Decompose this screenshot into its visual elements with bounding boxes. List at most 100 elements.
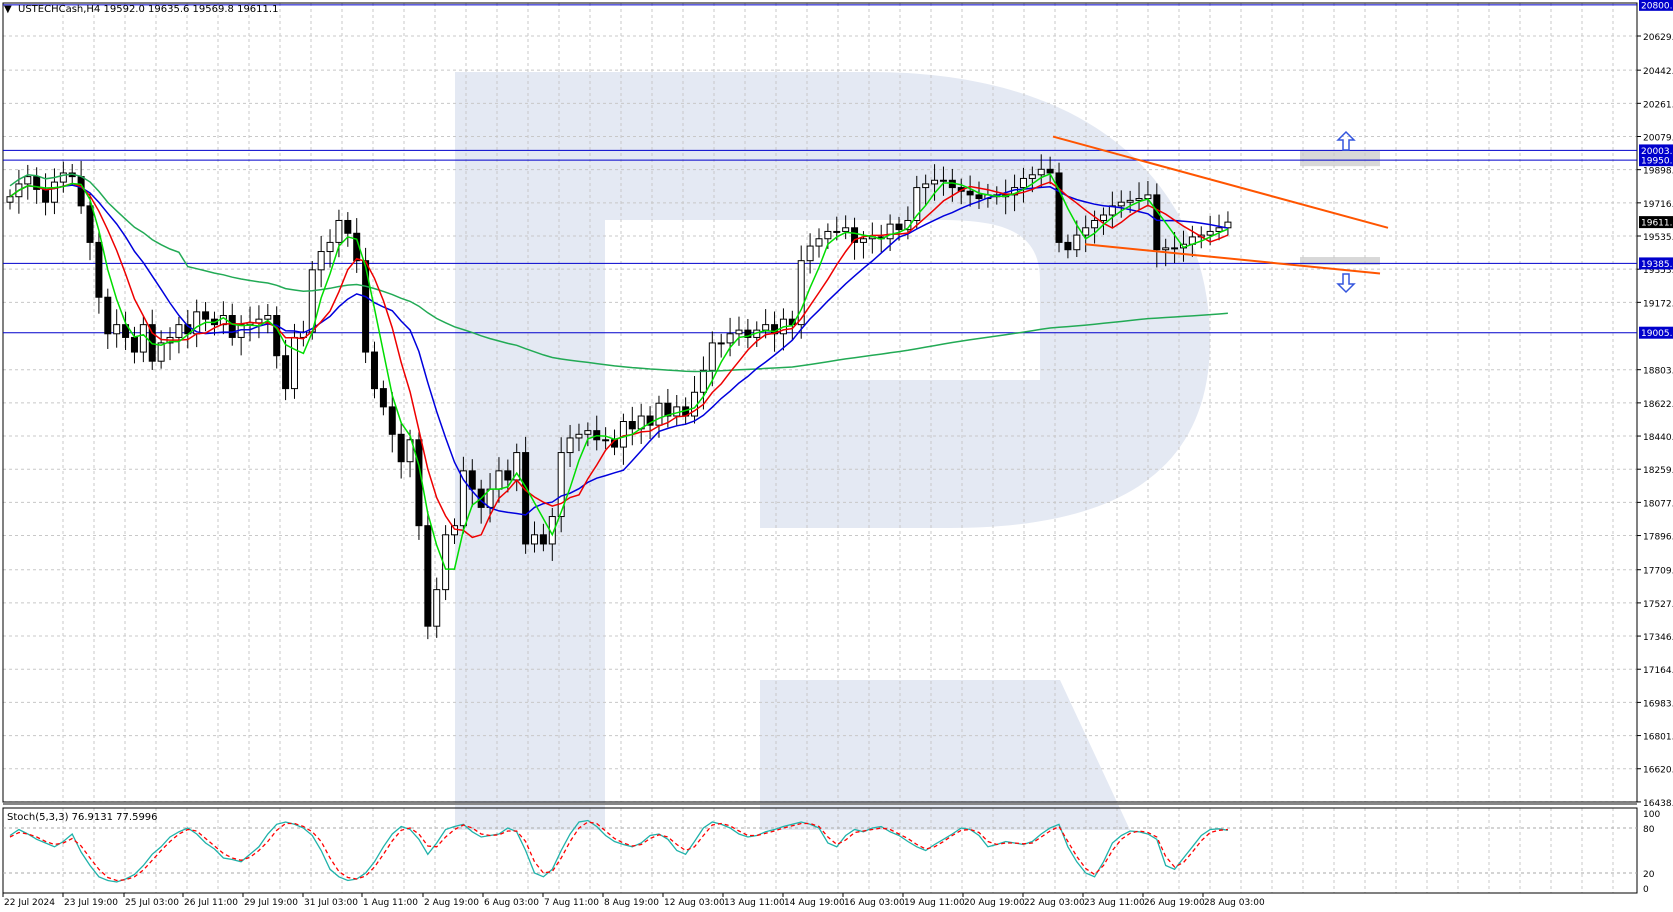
level-price-label: 20003.3	[1641, 147, 1673, 157]
candle-body	[966, 190, 974, 196]
time-tick-label: 26 Jul 11:00	[184, 898, 238, 908]
candle-body	[797, 260, 805, 326]
time-tick-label: 23 Aug 11:00	[1084, 898, 1145, 908]
candle-body	[895, 223, 903, 231]
candle-body	[726, 333, 734, 344]
candle-body	[522, 452, 530, 545]
price-tick-label: 19353.5	[1643, 266, 1673, 276]
triangle-down-icon[interactable]: ▼	[4, 4, 12, 15]
price-tick-label: 18440.5	[1643, 433, 1673, 443]
candle-body	[1206, 230, 1214, 236]
time-tick-label: 8 Aug 19:00	[604, 898, 659, 908]
price-tick-label: 18259.0	[1643, 466, 1673, 476]
candle-body	[1144, 194, 1152, 200]
candle-body	[397, 433, 405, 463]
price-tick-label: 16983.0	[1643, 699, 1673, 709]
candle-body	[139, 324, 147, 353]
candle-body	[1215, 227, 1223, 232]
candle-body	[922, 183, 930, 189]
candle-body	[673, 406, 681, 417]
candle-body	[424, 525, 432, 627]
candle-body	[1224, 221, 1232, 229]
candle-body	[584, 430, 592, 435]
level-price-label: 20800.0	[1641, 1, 1673, 11]
price-tick-label: 19535.0	[1643, 233, 1673, 243]
stoch-tick-label: 20	[1643, 870, 1655, 880]
candle-body	[326, 241, 334, 253]
candle-body	[113, 324, 121, 335]
price-tick-label: 20442.5	[1643, 67, 1673, 77]
price-tick-label: 17709.0	[1643, 567, 1673, 577]
price-tick-label: 17164.5	[1643, 666, 1673, 676]
stoch-tick-label: 80	[1643, 825, 1655, 835]
current-price-tag	[1639, 216, 1673, 229]
candle-body	[6, 196, 14, 203]
stoch-tick-label: 100	[1643, 810, 1660, 820]
candle-body	[1055, 172, 1063, 243]
candle-body	[602, 439, 610, 442]
candle-body	[664, 402, 672, 417]
candle-body	[406, 439, 414, 463]
candle-body	[433, 589, 441, 627]
level-price-label: 19950.0	[1641, 157, 1673, 167]
time-tick-label: 22 Jul 2024	[4, 898, 55, 908]
time-tick-label: 31 Jul 03:00	[304, 898, 358, 908]
stoch-tick-label: 0	[1643, 885, 1649, 895]
candle-body	[842, 227, 850, 232]
candle-body	[699, 369, 707, 393]
ma-fast-line	[9, 172, 1229, 570]
candle-body	[851, 227, 859, 243]
candle-body	[175, 324, 183, 338]
candle-body	[1162, 247, 1170, 251]
stoch-signal-line	[9, 821, 1228, 882]
candle-body	[157, 342, 165, 362]
candle-body	[202, 311, 210, 320]
candle-body	[762, 324, 770, 331]
candle-body	[1046, 168, 1054, 174]
price-tick-label: 16620.0	[1643, 766, 1673, 776]
time-tick-label: 19 Aug 11:00	[904, 898, 965, 908]
price-tick-label: 16801.5	[1643, 733, 1673, 743]
candle-body	[95, 241, 103, 298]
candle-body	[931, 179, 939, 185]
price-tick-label: 19716.5	[1643, 200, 1673, 210]
candle-body	[655, 402, 663, 426]
candle-body	[273, 315, 281, 357]
candle-body	[33, 176, 41, 190]
stoch-header: Stoch(5,3,3) 76.9131 77.5996	[7, 812, 158, 823]
candle-body	[459, 470, 467, 527]
candle-body	[59, 172, 67, 183]
candle-body	[335, 219, 343, 243]
candle-body	[255, 318, 263, 324]
candle-body	[1126, 199, 1134, 203]
candle-body	[717, 342, 725, 345]
candle-body	[824, 230, 832, 240]
current-price-label: 19611.1	[1641, 219, 1673, 229]
candle-body	[1117, 201, 1125, 207]
price-tick-label: 19172.0	[1643, 299, 1673, 309]
candle-body	[1019, 177, 1027, 189]
candle-body	[886, 223, 894, 240]
price-tick-label: 18077.5	[1643, 499, 1673, 509]
candle-body	[77, 176, 85, 207]
candle-body	[913, 187, 921, 221]
arrow-down-icon	[1336, 273, 1356, 294]
stoch-pane-frame	[2, 807, 1638, 894]
candle-body	[282, 355, 290, 390]
candle-body	[859, 238, 867, 243]
level-price-tag	[1639, 144, 1673, 157]
candle-body	[495, 470, 503, 490]
candle-body	[379, 388, 387, 408]
price-tick-label: 20261.0	[1643, 100, 1673, 110]
time-tick-label: 16 Aug 03:00	[844, 898, 905, 908]
candle-body	[557, 452, 565, 518]
trendline-upper[interactable]	[1052, 135, 1389, 229]
time-tick-label: 1 Aug 11:00	[363, 898, 418, 908]
candle-body	[575, 433, 583, 439]
level-price-tag	[1639, 326, 1673, 339]
candle-body	[50, 181, 58, 203]
price-tick-label: 16438.5	[1643, 799, 1673, 809]
price-tick-label: 17346.0	[1643, 633, 1673, 643]
time-tick-label: 28 Aug 03:00	[1204, 898, 1265, 908]
trendline-lower[interactable]	[1084, 243, 1381, 275]
